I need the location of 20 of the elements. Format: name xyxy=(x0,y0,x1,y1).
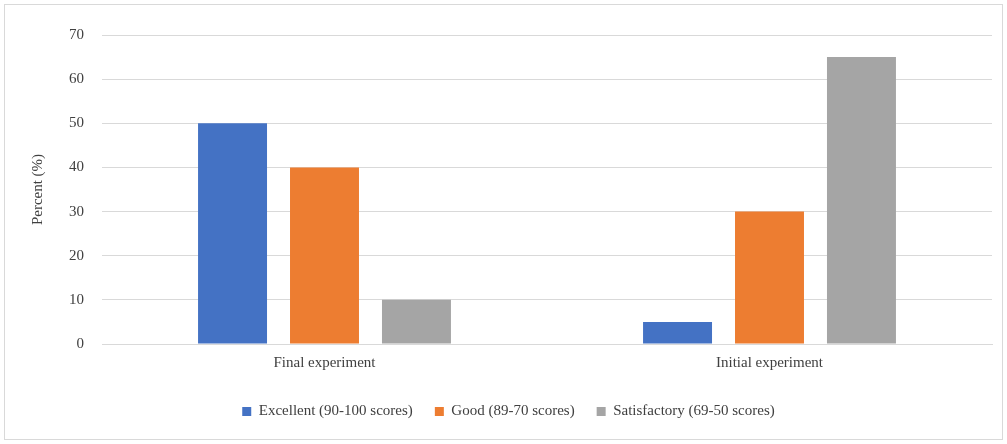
bar xyxy=(290,167,359,344)
bar xyxy=(198,123,268,344)
x-tick-label: Initial experiment xyxy=(715,353,824,370)
legend-label: Good (89-70 scores) xyxy=(451,402,575,420)
y-tick-label: 0 xyxy=(76,334,84,351)
y-tick-label: 30 xyxy=(69,202,84,219)
bar xyxy=(826,57,896,344)
y-tick-label: 40 xyxy=(69,158,84,175)
legend-label: Excellent (90-100 scores) xyxy=(258,402,413,420)
x-tick-label: Final experiment xyxy=(273,353,377,370)
y-tick-label: 20 xyxy=(69,246,84,263)
y-axis-title: Percent (%) xyxy=(28,153,46,226)
y-tick-label: 70 xyxy=(69,25,84,42)
bar xyxy=(643,321,713,344)
y-tick-label: 60 xyxy=(69,70,84,87)
y-tick-label: 10 xyxy=(69,290,84,307)
bar xyxy=(381,299,451,344)
legend-label: Satisfactory (69-50 scores) xyxy=(613,402,775,420)
y-tick-label: 50 xyxy=(69,114,84,131)
bar xyxy=(735,211,804,344)
